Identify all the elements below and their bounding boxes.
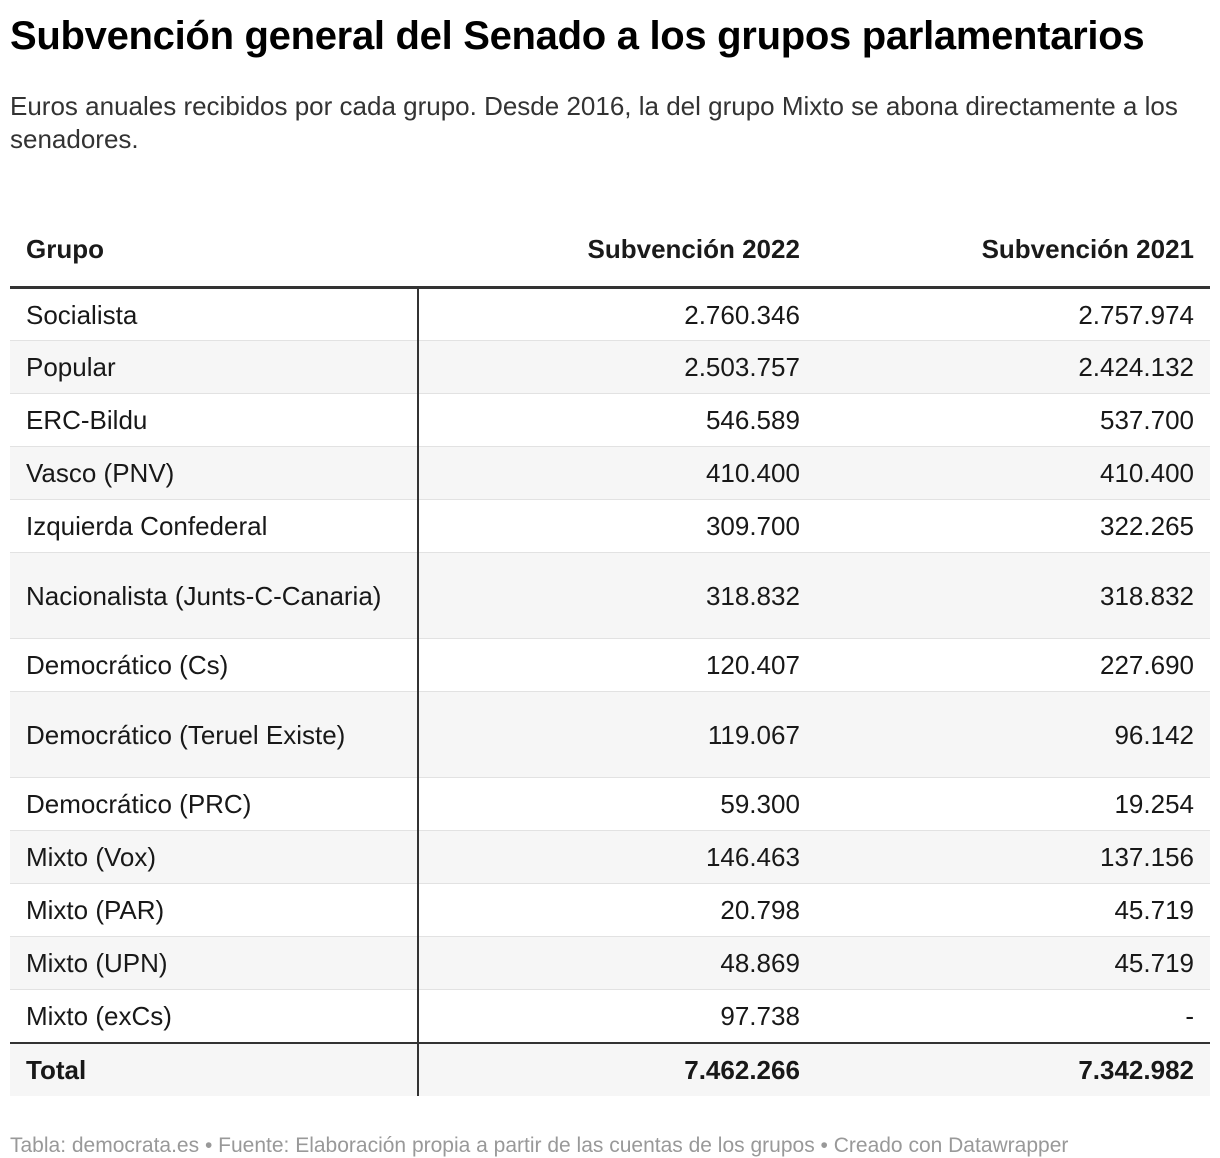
table-row: Nacionalista (Junts-C-Canaria) 318.832 318…: [10, 552, 1210, 639]
cell-2022: 119.067: [417, 691, 816, 778]
footer-separator: •: [820, 1133, 828, 1157]
total-row: Total 7.462.266 7.342.982: [10, 1041, 1210, 1096]
cell-grupo: Mixto (exCs): [10, 989, 419, 1043]
total-label: Total: [10, 1041, 419, 1096]
total-2022: 7.462.266: [417, 1041, 816, 1096]
cell-2021: 2.424.132: [815, 340, 1210, 394]
cell-grupo: Mixto (PAR): [10, 883, 419, 937]
cell-2021: 227.690: [815, 638, 1210, 692]
table-row: Democrático (Cs) 120.407 227.690: [10, 638, 1210, 692]
table-row: Vasco (PNV) 410.400 410.400: [10, 446, 1210, 500]
table-row: Izquierda Confederal 309.700 322.265: [10, 499, 1210, 553]
cell-grupo: Nacionalista (Junts-C-Canaria): [10, 552, 419, 639]
footer: Tabla: democrata.es • Fuente: Elaboració…: [10, 1134, 1210, 1158]
cell-2021: 318.832: [815, 552, 1210, 639]
cell-grupo: Vasco (PNV): [10, 446, 419, 500]
table-row: Mixto (exCs) 97.738-: [10, 989, 1210, 1043]
cell-grupo: Mixto (UPN): [10, 936, 419, 990]
table-row: ERC-Bildu 546.589 537.700: [10, 393, 1210, 447]
chart-title: Subvención general del Senado a los grup…: [10, 14, 1145, 58]
data-table: Grupo Subvención 2022 Subvención 2021 So…: [10, 212, 1210, 1096]
cell-grupo: Izquierda Confederal: [10, 499, 419, 553]
table-row: Mixto (UPN) 48.869 45.719: [10, 936, 1210, 990]
footer-separator: •: [204, 1133, 213, 1157]
cell-grupo: Democrático (Teruel Existe): [10, 691, 419, 778]
table-body: Socialista 2.760.346 2.757.974 Popular 2.503…: [10, 287, 1210, 1043]
cell-2021: 45.719: [815, 883, 1210, 937]
table-row: Mixto (PAR) 20.798 45.719: [10, 883, 1210, 937]
cell-2022: 546.589: [417, 393, 816, 447]
cell-2022: 2.760.346: [417, 287, 816, 341]
cell-2021: 2.757.974: [815, 287, 1210, 341]
cell-2022: 318.832: [417, 552, 816, 639]
table-row: Democrático (Teruel Existe) 119.067 96.142: [10, 691, 1210, 778]
cell-grupo: Democrático (PRC): [10, 777, 419, 831]
chart-subtitle: Euros anuales recibidos por cada grupo. …: [10, 91, 1178, 154]
cell-2021: 96.142: [815, 691, 1210, 778]
table-row: Socialista 2.760.346 2.757.974: [10, 287, 1210, 341]
cell-grupo: Popular: [10, 340, 419, 394]
table-row: Mixto (Vox) 146.463 137.156: [10, 830, 1210, 884]
footer-source[interactable]: Tabla: democrata.es: [10, 1133, 200, 1157]
cell-2022: 120.407: [417, 638, 816, 692]
cell-2021: 322.265: [815, 499, 1210, 553]
header-row: Grupo Subvención 2022 Subvención 2021: [10, 212, 1210, 289]
table-row: Popular 2.503.757 2.424.132: [10, 340, 1210, 394]
cell-grupo: Socialista: [10, 287, 419, 341]
cell-grupo: Democrático (Cs): [10, 638, 419, 692]
cell-2022: 146.463: [417, 830, 816, 884]
table-row: Democrático (PRC) 59.300 19.254: [10, 777, 1210, 831]
footer-credit[interactable]: Creado con Datawrapper: [833, 1133, 1069, 1157]
cell-2022: 410.400: [417, 446, 816, 500]
cell-2021: 537.700: [815, 393, 1210, 447]
total-2021: 7.342.982: [815, 1041, 1210, 1096]
cell-2022: 48.869: [417, 936, 816, 990]
cell-grupo: ERC-Bildu: [10, 393, 419, 447]
footer-fuente: Fuente: Elaboración propia a partir de l…: [218, 1133, 815, 1157]
cell-2022: 97.738: [417, 989, 816, 1043]
column-header-2021[interactable]: Subvención 2021: [815, 212, 1210, 289]
cell-grupo: Mixto (Vox): [10, 830, 419, 884]
cell-2021: 410.400: [815, 446, 1210, 500]
cell-2021: 19.254: [815, 777, 1210, 831]
cell-2021: -: [815, 989, 1210, 1043]
column-header-2022[interactable]: Subvención 2022: [417, 212, 816, 289]
cell-2021: 45.719: [815, 936, 1210, 990]
cell-2022: 59.300: [417, 777, 816, 831]
cell-2022: 20.798: [417, 883, 816, 937]
cell-2022: 309.700: [417, 499, 816, 553]
cell-2022: 2.503.757: [417, 340, 816, 394]
column-header-grupo[interactable]: Grupo: [10, 212, 418, 289]
cell-2021: 137.156: [815, 830, 1210, 884]
